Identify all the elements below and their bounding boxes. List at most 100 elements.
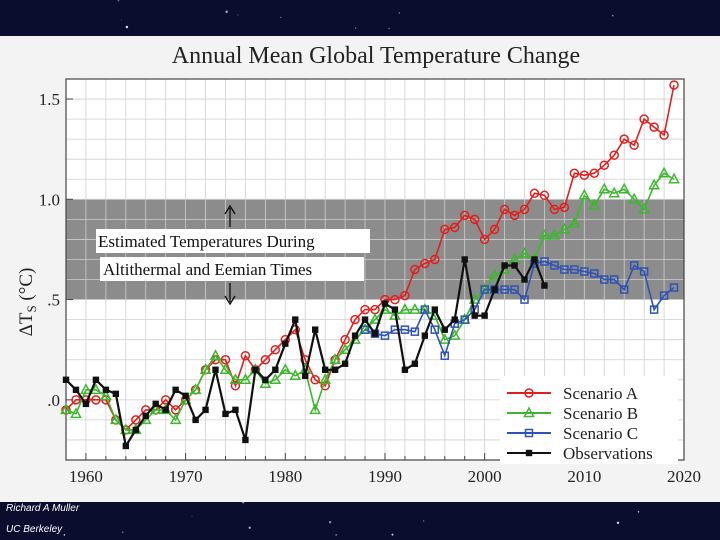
- band-label-box: [96, 229, 370, 253]
- data-point: [480, 285, 489, 294]
- data-point: [230, 381, 241, 391]
- data-point: [481, 312, 488, 319]
- data-point: [628, 192, 641, 204]
- data-point: [491, 286, 498, 293]
- plot-frame: [65, 78, 685, 461]
- y-tick-label: 1.0: [39, 190, 60, 209]
- data-point: [430, 254, 440, 265]
- data-point: [360, 304, 370, 315]
- data-point: [529, 188, 540, 199]
- legend-swatch-marker: [523, 406, 535, 418]
- data-point: [202, 406, 209, 414]
- x-tick-label: 2020: [667, 467, 701, 486]
- data-point: [449, 222, 460, 233]
- data-point: [302, 372, 309, 379]
- data-point: [319, 373, 332, 385]
- data-point: [490, 285, 499, 294]
- data-point: [112, 390, 120, 398]
- data-point: [420, 305, 430, 314]
- data-point: [438, 333, 451, 344]
- data-point: [479, 234, 490, 245]
- data-point: [289, 369, 302, 381]
- data-point: [520, 295, 529, 304]
- y-tick-label: .0: [47, 391, 60, 410]
- data-point: [360, 325, 370, 334]
- data-point: [441, 326, 448, 333]
- data-point: [182, 392, 189, 400]
- data-point: [192, 416, 199, 424]
- star: [191, 516, 193, 517]
- data-point: [559, 202, 570, 213]
- legend-item: Scenario A: [507, 384, 639, 403]
- band-down-arrowhead: [224, 295, 236, 306]
- x-tick-label: 1970: [169, 467, 203, 486]
- data-point: [90, 383, 102, 395]
- data-point: [570, 265, 579, 274]
- data-point: [311, 326, 319, 333]
- data-point: [639, 267, 649, 276]
- legend-label: Scenario A: [563, 384, 639, 403]
- data-point: [400, 325, 410, 334]
- data-point: [400, 290, 410, 301]
- data-point: [149, 403, 162, 415]
- data-point: [292, 316, 299, 323]
- data-point: [102, 386, 110, 394]
- data-point: [310, 375, 320, 385]
- data-point: [222, 410, 229, 418]
- data-point: [132, 426, 139, 434]
- data-point: [62, 376, 70, 383]
- data-point: [380, 331, 390, 340]
- data-point: [252, 366, 259, 373]
- data-point: [189, 383, 202, 395]
- data-point: [459, 210, 470, 221]
- data-point: [390, 294, 400, 305]
- data-point: [538, 228, 551, 240]
- data-point: [91, 395, 101, 405]
- data-point: [70, 407, 82, 419]
- data-point: [431, 306, 439, 313]
- data-point: [448, 329, 461, 340]
- band-label-line-2: Altithermal and Eemian Times: [103, 260, 312, 279]
- data-point: [399, 303, 411, 314]
- data-point: [521, 276, 528, 283]
- star: [611, 14, 614, 17]
- star: [422, 520, 425, 522]
- data-point: [272, 366, 279, 373]
- data-point: [619, 134, 629, 144]
- temperature-chart: Annual Mean Global Temperature Change ΔT…: [16, 43, 701, 486]
- data-point: [370, 329, 380, 338]
- data-point: [262, 376, 269, 383]
- data-point: [579, 170, 590, 181]
- data-point: [240, 350, 251, 361]
- data-point: [260, 354, 271, 365]
- data-point: [82, 400, 90, 408]
- data-point: [649, 122, 659, 132]
- legend-label: Observations: [563, 444, 653, 463]
- x-tick-label: 1980: [268, 467, 302, 486]
- data-point: [618, 182, 631, 194]
- series-line: [65, 84, 675, 432]
- data-point: [172, 386, 179, 394]
- legend-box: [500, 376, 678, 464]
- data-point: [629, 140, 639, 150]
- data-point: [270, 344, 281, 355]
- star: [335, 533, 338, 536]
- data-point: [239, 373, 252, 385]
- star: [117, 0, 120, 2]
- star: [388, 27, 390, 30]
- data-point: [259, 377, 272, 389]
- data-point: [550, 261, 559, 270]
- x-tick-label: 1990: [368, 467, 402, 486]
- data-point: [451, 316, 458, 323]
- star: [616, 521, 620, 525]
- data-point: [600, 275, 609, 284]
- data-point: [142, 412, 149, 420]
- data-point: [500, 285, 509, 294]
- chart-title: Annual Mean Global Temperature Change: [172, 43, 580, 69]
- data-point: [608, 186, 621, 198]
- data-point: [309, 403, 322, 415]
- data-point: [361, 316, 369, 323]
- data-point: [430, 325, 440, 334]
- data-point: [371, 330, 379, 337]
- data-point: [92, 376, 100, 383]
